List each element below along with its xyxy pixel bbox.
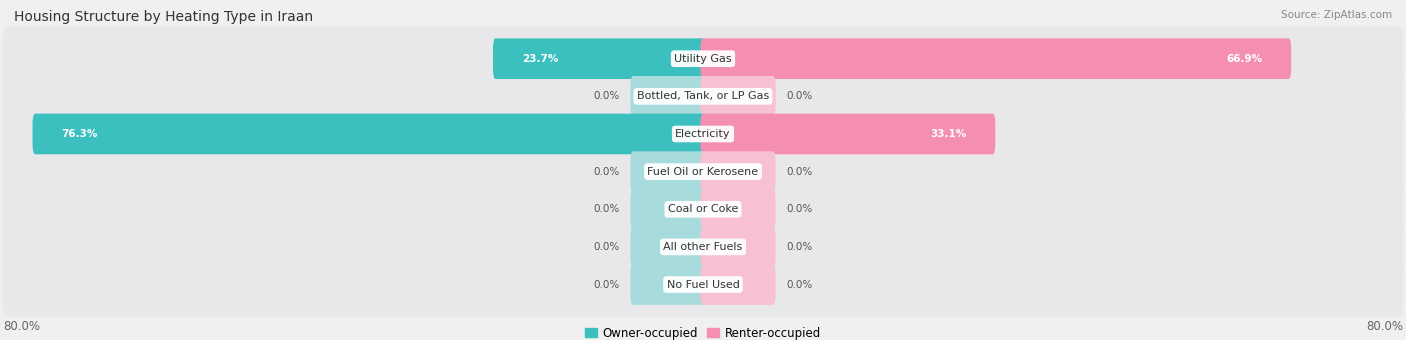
Text: 0.0%: 0.0% [593, 279, 620, 290]
FancyBboxPatch shape [3, 64, 1403, 129]
Legend: Owner-occupied, Renter-occupied: Owner-occupied, Renter-occupied [585, 327, 821, 340]
FancyBboxPatch shape [700, 189, 776, 230]
Text: 33.1%: 33.1% [931, 129, 966, 139]
FancyBboxPatch shape [3, 177, 1403, 242]
Text: 0.0%: 0.0% [593, 242, 620, 252]
Text: 0.0%: 0.0% [786, 279, 813, 290]
Text: 0.0%: 0.0% [786, 91, 813, 101]
Text: 0.0%: 0.0% [593, 91, 620, 101]
Text: Utility Gas: Utility Gas [675, 54, 731, 64]
Text: Source: ZipAtlas.com: Source: ZipAtlas.com [1281, 10, 1392, 20]
FancyBboxPatch shape [700, 114, 995, 154]
FancyBboxPatch shape [3, 252, 1403, 317]
FancyBboxPatch shape [700, 76, 776, 117]
FancyBboxPatch shape [32, 114, 706, 154]
Text: 0.0%: 0.0% [593, 204, 620, 214]
FancyBboxPatch shape [630, 226, 706, 267]
Text: Electricity: Electricity [675, 129, 731, 139]
FancyBboxPatch shape [3, 26, 1403, 91]
FancyBboxPatch shape [630, 264, 706, 305]
FancyBboxPatch shape [700, 151, 776, 192]
FancyBboxPatch shape [3, 139, 1403, 204]
Text: Fuel Oil or Kerosene: Fuel Oil or Kerosene [647, 167, 759, 176]
Text: 0.0%: 0.0% [786, 167, 813, 176]
Text: 23.7%: 23.7% [522, 54, 558, 64]
FancyBboxPatch shape [3, 215, 1403, 279]
Text: No Fuel Used: No Fuel Used [666, 279, 740, 290]
Text: 80.0%: 80.0% [1367, 320, 1403, 333]
Text: 76.3%: 76.3% [62, 129, 98, 139]
FancyBboxPatch shape [630, 151, 706, 192]
Text: Bottled, Tank, or LP Gas: Bottled, Tank, or LP Gas [637, 91, 769, 101]
Text: 66.9%: 66.9% [1226, 54, 1263, 64]
Text: 0.0%: 0.0% [593, 167, 620, 176]
FancyBboxPatch shape [630, 76, 706, 117]
FancyBboxPatch shape [700, 264, 776, 305]
Text: Coal or Coke: Coal or Coke [668, 204, 738, 214]
FancyBboxPatch shape [3, 102, 1403, 166]
FancyBboxPatch shape [700, 38, 1291, 79]
Text: 80.0%: 80.0% [3, 320, 39, 333]
Text: 0.0%: 0.0% [786, 242, 813, 252]
FancyBboxPatch shape [494, 38, 706, 79]
FancyBboxPatch shape [630, 189, 706, 230]
Text: All other Fuels: All other Fuels [664, 242, 742, 252]
FancyBboxPatch shape [700, 226, 776, 267]
Text: 0.0%: 0.0% [786, 204, 813, 214]
Text: Housing Structure by Heating Type in Iraan: Housing Structure by Heating Type in Ira… [14, 10, 314, 24]
